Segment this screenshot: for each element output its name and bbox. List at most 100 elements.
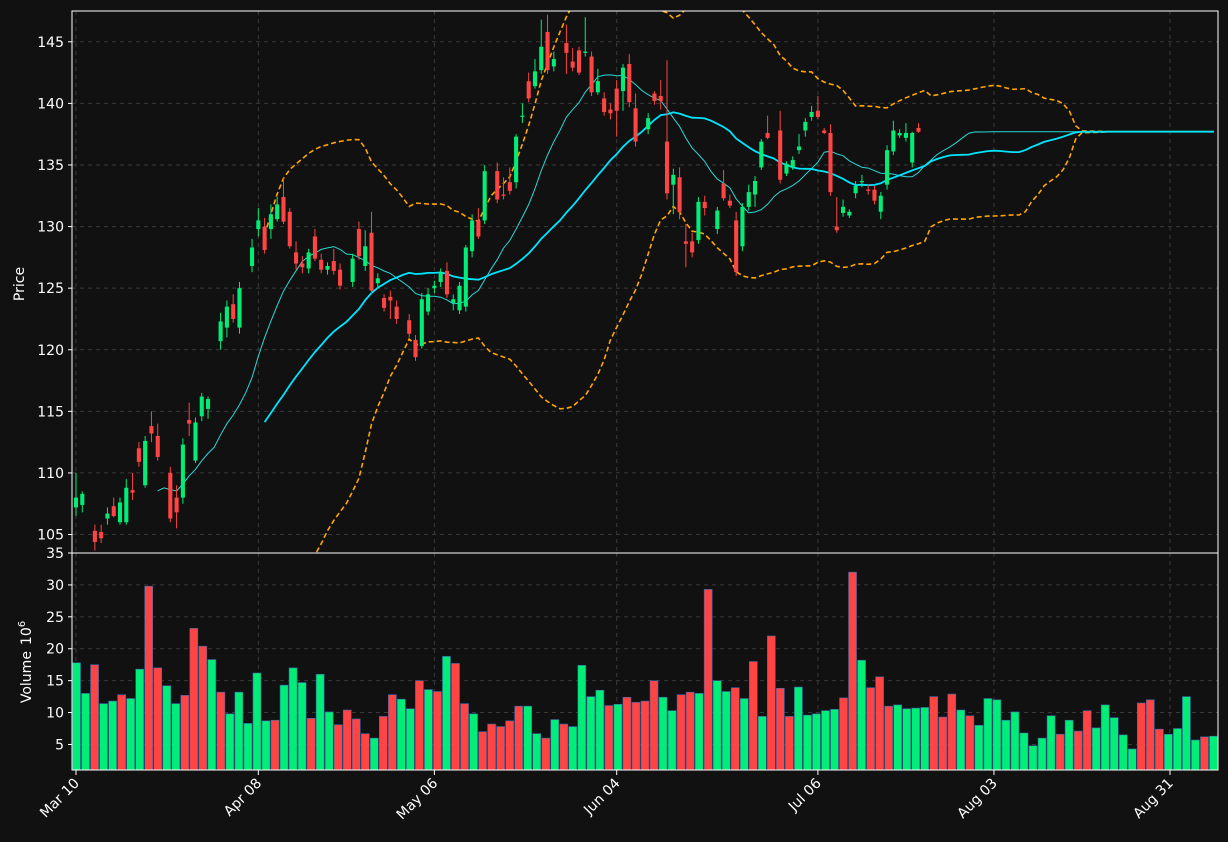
volume-bar [1182, 696, 1191, 770]
volume-panel: 5 10 15 20 25 30 35 [46, 546, 1219, 771]
volume-bar [81, 693, 90, 770]
volume-bar [1109, 717, 1119, 770]
candle-body [916, 128, 921, 132]
volume-bar [649, 680, 659, 770]
volume-bar [442, 656, 451, 770]
volume-tick-label: 35 [46, 546, 64, 562]
volume-tick-label: 15 [46, 674, 64, 690]
volume-bar [1091, 727, 1101, 770]
volume-bar [712, 680, 722, 770]
candle-body [532, 71, 538, 87]
candle-body [300, 263, 305, 268]
candle-body [866, 189, 871, 191]
volume-bar [550, 719, 560, 770]
volume-bar [1019, 732, 1029, 770]
volume-bar [324, 711, 334, 770]
volume-bar [1118, 734, 1128, 770]
candle-body [218, 321, 223, 342]
volume-bar [117, 694, 126, 770]
volume-bar [622, 696, 632, 770]
candle-body [727, 200, 732, 206]
slow-moving-average-line [263, 111, 1214, 423]
volume-label-exponent: 6 [17, 621, 28, 627]
price-tick-label: 145 [37, 35, 64, 51]
volume-bar [595, 689, 605, 770]
volume-bar [469, 713, 478, 770]
candle-body [356, 229, 361, 257]
candle-body [878, 195, 883, 212]
candle-body [124, 487, 129, 523]
volume-bar [658, 696, 668, 770]
candle-body [419, 299, 424, 347]
volume-bar [243, 723, 253, 770]
volume-bar [198, 645, 208, 770]
candle-body [633, 108, 638, 142]
candle-body [734, 220, 739, 273]
volume-tick-label: 5 [55, 737, 64, 753]
price-tick-label: 125 [37, 281, 64, 297]
candle-body [891, 130, 896, 152]
volume-bar [532, 733, 542, 770]
candle-body [715, 210, 720, 230]
candle-body [872, 189, 877, 201]
candle-body [903, 132, 908, 138]
volume-bar [333, 724, 343, 770]
candle-body [413, 339, 418, 358]
volume-bar [1136, 702, 1146, 770]
volume-axis-label: Volume 106 [17, 621, 35, 703]
candle-body [910, 132, 915, 163]
candle-body [369, 232, 374, 291]
volume-bar [1046, 715, 1056, 770]
volume-bar [902, 708, 911, 770]
candle-body [740, 206, 745, 247]
candle-body [746, 192, 751, 207]
volume-bar [911, 707, 921, 770]
candle-body [457, 285, 462, 311]
volume-bar [1164, 733, 1173, 770]
candle-body [683, 241, 688, 244]
volume-label-text: Volume [19, 651, 35, 703]
volume-bar [433, 691, 442, 770]
volume-bar [875, 676, 884, 770]
volume-bar [730, 687, 740, 770]
candle-body [853, 185, 858, 194]
candle-body [841, 206, 846, 214]
candle-body [407, 320, 412, 334]
candle-body [80, 493, 85, 505]
candle-body [620, 67, 626, 92]
volume-bar [216, 691, 226, 770]
candle-body [382, 298, 387, 308]
volume-bar [1073, 730, 1083, 770]
volume-bar [803, 714, 812, 770]
candle-body [111, 506, 116, 517]
candle-body [426, 294, 431, 312]
volume-bar [739, 698, 749, 770]
volume-bar [938, 716, 948, 770]
volume-bar [992, 699, 1002, 770]
candle-body [388, 296, 393, 301]
volume-bar [144, 585, 154, 770]
candle-body [495, 171, 500, 200]
volume-bar [279, 684, 289, 770]
candle-body [809, 112, 814, 117]
candle-body [168, 472, 173, 519]
candle-body [231, 304, 236, 319]
candle-body [790, 160, 795, 168]
candle-body [507, 182, 512, 191]
candle-body [73, 497, 79, 508]
candle-body [136, 448, 141, 462]
volume-bar [72, 662, 81, 770]
volume-bar [397, 698, 406, 770]
volume-bar [180, 695, 190, 770]
candle-body [885, 150, 890, 185]
volume-bar [460, 703, 469, 770]
candle-body [338, 269, 343, 286]
volume-bar [225, 713, 235, 770]
candle-body [677, 177, 682, 212]
candle-body [117, 502, 123, 523]
candle-body [275, 204, 280, 220]
candle-body [784, 163, 789, 174]
volume-bar [703, 589, 713, 770]
volume-bar [757, 716, 767, 770]
candle-body [363, 246, 368, 266]
